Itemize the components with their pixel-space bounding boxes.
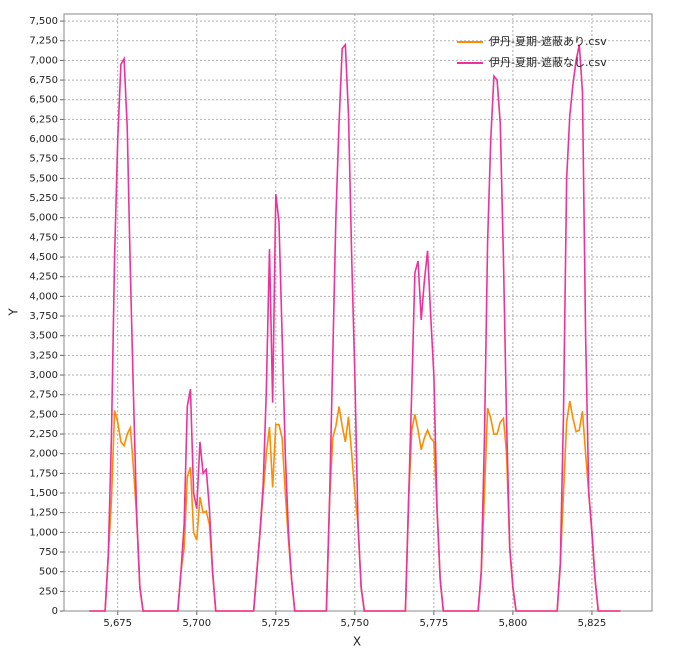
y-tick-label: 4,000 [29,291,58,302]
y-tick-label: 7,000 [29,55,58,66]
x-tick-label: 5,750 [341,618,370,629]
legend-label: 伊丹-夏期-遮蔽なし.csv [489,55,607,69]
x-tick-label: 5,675 [103,618,132,629]
y-tick-label: 3,500 [29,331,58,342]
y-tick-label: 6,000 [29,134,58,145]
y-tick-label: 4,500 [29,252,58,263]
y-tick-label: 5,500 [29,173,58,184]
x-tick-label: 5,775 [420,618,449,629]
x-tick-label: 5,825 [578,618,607,629]
y-tick-label: 2,750 [29,390,58,401]
y-tick-label: 1,750 [29,468,58,479]
y-tick-label: 500 [39,567,58,578]
y-tick-label: 750 [39,547,58,558]
y-tick-label: 1,500 [29,488,58,499]
y-tick-label: 2,250 [29,429,58,440]
y-tick-label: 5,250 [29,193,58,204]
y-tick-label: 1,250 [29,508,58,519]
y-tick-label: 7,500 [29,16,58,27]
y-tick-label: 5,000 [29,213,58,224]
series-line [89,42,621,612]
y-tick-label: 6,250 [29,114,58,125]
y-tick-label: 7,250 [29,36,58,47]
x-tick-label: 5,700 [182,618,211,629]
y-tick-label: 4,250 [29,272,58,283]
y-tick-label: 2,500 [29,409,58,420]
y-tick-label: 4,750 [29,232,58,243]
x-tick-label: 5,725 [261,618,290,629]
y-tick-label: 5,750 [29,154,58,165]
x-tick-label: 5,800 [499,618,528,629]
y-tick-label: 0 [52,606,58,617]
y-tick-label: 250 [39,586,58,597]
y-tick-label: 6,750 [29,75,58,86]
y-tick-label: 1,000 [29,527,58,538]
y-tick-label: 6,500 [29,95,58,106]
plot-border [63,13,653,612]
y-axis-label: Y [7,308,21,317]
y-tick-label: 3,250 [29,350,58,361]
y-tick-label: 3,750 [29,311,58,322]
y-tick-label: 2,000 [29,449,58,460]
x-axis-label: X [353,635,361,649]
y-tick-label: 3,000 [29,370,58,381]
legend-label: 伊丹-夏期-遮蔽あり.csv [489,34,607,48]
